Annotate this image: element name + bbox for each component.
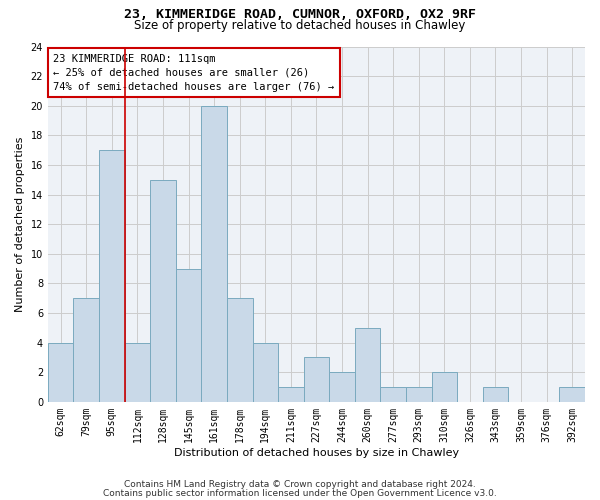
Text: Contains public sector information licensed under the Open Government Licence v3: Contains public sector information licen… <box>103 488 497 498</box>
Bar <box>559 387 585 402</box>
Bar <box>380 387 406 402</box>
Bar <box>99 150 125 402</box>
Text: Contains HM Land Registry data © Crown copyright and database right 2024.: Contains HM Land Registry data © Crown c… <box>124 480 476 489</box>
Bar <box>227 298 253 402</box>
Bar <box>125 342 150 402</box>
Bar <box>73 298 99 402</box>
Bar <box>202 106 227 402</box>
Bar <box>482 387 508 402</box>
Bar <box>253 342 278 402</box>
Bar <box>329 372 355 402</box>
Y-axis label: Number of detached properties: Number of detached properties <box>15 136 25 312</box>
Text: 23, KIMMERIDGE ROAD, CUMNOR, OXFORD, OX2 9RF: 23, KIMMERIDGE ROAD, CUMNOR, OXFORD, OX2… <box>124 8 476 20</box>
Text: 23 KIMMERIDGE ROAD: 111sqm
← 25% of detached houses are smaller (26)
74% of semi: 23 KIMMERIDGE ROAD: 111sqm ← 25% of deta… <box>53 54 335 92</box>
Bar <box>176 268 202 402</box>
Bar <box>278 387 304 402</box>
X-axis label: Distribution of detached houses by size in Chawley: Distribution of detached houses by size … <box>174 448 459 458</box>
Bar <box>304 358 329 402</box>
Text: Size of property relative to detached houses in Chawley: Size of property relative to detached ho… <box>134 19 466 32</box>
Bar <box>355 328 380 402</box>
Bar <box>150 180 176 402</box>
Bar <box>406 387 431 402</box>
Bar <box>431 372 457 402</box>
Bar <box>48 342 73 402</box>
